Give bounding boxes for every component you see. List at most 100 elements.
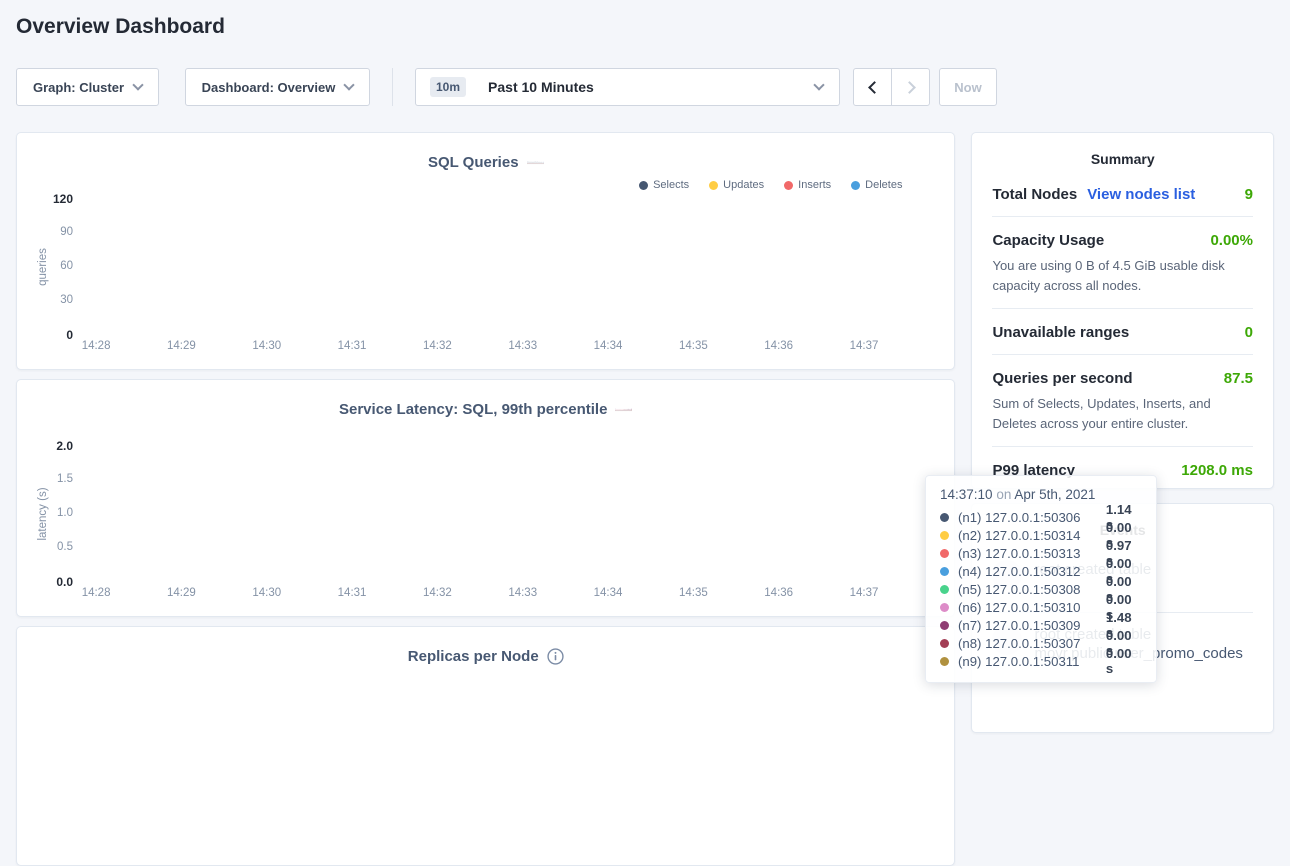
summary-row-value: 0 (1245, 324, 1253, 341)
time-next-button[interactable] (891, 68, 930, 106)
graph-scope-label: Graph: Cluster (33, 80, 124, 95)
y-tick-label: 0.5 (21, 541, 73, 553)
summary-row-label: Total Nodes (992, 186, 1077, 203)
charts-column: SQL Queries Selects Updates Inserts Deletes… (16, 132, 955, 866)
legend-label: Inserts (798, 179, 831, 191)
page-title: Overview Dashboard (0, 0, 1290, 46)
service-latency-panel: Service Latency: SQL, 99th percentile la… (16, 379, 955, 617)
replicas-per-node-panel: Replicas per Node (16, 626, 955, 866)
series-dot-icon (940, 531, 949, 540)
sql-queries-panel: SQL Queries Selects Updates Inserts Deletes… (16, 132, 955, 370)
legend-item-inserts[interactable]: Inserts (784, 179, 831, 191)
summary-row-value: 1208.0 ms (1181, 462, 1253, 479)
summary-title: Summary (972, 133, 1273, 171)
tooltip-series-value: 0.00 s (1106, 646, 1142, 676)
series-dot-icon (940, 621, 949, 630)
chart-legend: Selects Updates Inserts Deletes (639, 179, 902, 191)
series-dot-icon (940, 639, 949, 648)
y-tick-label: 1.5 (21, 473, 73, 485)
x-tick-label: 14:32 (423, 340, 452, 352)
tooltip-series-label: (n5) 127.0.0.1:50308 (958, 582, 1106, 597)
time-prev-button[interactable] (853, 68, 892, 106)
tooltip-series-label: (n4) 127.0.0.1:50312 (958, 564, 1106, 579)
y-tick-label: 30 (21, 294, 73, 306)
chevron-down-icon (813, 79, 824, 90)
time-nav-group (853, 68, 930, 106)
chart-title: Replicas per Node (408, 648, 539, 665)
chart-title: Service Latency: SQL, 99th percentile (339, 401, 607, 418)
chart-title: SQL Queries (428, 154, 519, 171)
legend-dot-icon (851, 181, 860, 190)
series-dot-icon (940, 603, 949, 612)
x-tick-label: 14:31 (338, 587, 367, 599)
y-tick-label: 1.0 (21, 507, 73, 519)
summary-row-value: 9 (1245, 186, 1253, 203)
dashboard-label: Dashboard: Overview (202, 80, 336, 95)
y-tick-label: 120 (21, 192, 73, 206)
series-dot-icon (940, 585, 949, 594)
summary-row-line: Total Nodes View nodes list 9 (992, 186, 1253, 203)
legend-dot-icon (709, 181, 718, 190)
dashboard-dropdown[interactable]: Dashboard: Overview (185, 68, 370, 106)
chevron-down-icon (132, 79, 143, 90)
service-latency-chart[interactable] (77, 446, 907, 582)
summary-panel: Summary Total Nodes View nodes list 9 Capac… (971, 132, 1274, 489)
x-tick-label: 14:32 (423, 587, 452, 599)
tooltip-series-label: (n8) 127.0.0.1:50307 (958, 636, 1106, 651)
time-range-dropdown[interactable]: 10m Past 10 Minutes (415, 68, 840, 106)
info-icon[interactable] (547, 648, 564, 665)
y-tick-label: 2.0 (21, 439, 73, 453)
sql-queries-chart[interactable] (77, 199, 907, 335)
x-tick-label: 14:28 (82, 340, 111, 352)
x-tick-label: 14:29 (167, 587, 196, 599)
now-button[interactable]: Now (939, 68, 997, 106)
x-tick-label: 14:35 (679, 587, 708, 599)
graph-scope-dropdown[interactable]: Graph: Cluster (16, 68, 159, 106)
info-icon[interactable] (527, 154, 544, 171)
summary-row-description: Sum of Selects, Updates, Inserts, and De… (992, 394, 1253, 433)
x-tick-label: 14:33 (508, 340, 537, 352)
legend-item-deletes[interactable]: Deletes (851, 179, 902, 191)
dashboard-controls: Graph: Cluster Dashboard: Overview 10m P… (16, 68, 1274, 106)
legend-dot-icon (639, 181, 648, 190)
time-range-label: Past 10 Minutes (488, 79, 594, 95)
legend-item-updates[interactable]: Updates (709, 179, 764, 191)
tooltip-series-label: (n7) 127.0.0.1:50309 (958, 618, 1106, 633)
x-tick-label: 14:37 (850, 587, 879, 599)
series-dot-icon (940, 567, 949, 576)
x-tick-label: 14:36 (764, 340, 793, 352)
legend-dot-icon (784, 181, 793, 190)
x-tick-label: 14:28 (82, 587, 111, 599)
series-dot-icon (940, 657, 949, 666)
info-icon[interactable] (615, 401, 632, 418)
x-tick-label: 14:30 (252, 587, 281, 599)
summary-rows: Total Nodes View nodes list 9 Capacity Usag… (972, 171, 1273, 489)
legend-label: Selects (653, 179, 689, 191)
tooltip-series-label: (n1) 127.0.0.1:50306 (958, 510, 1106, 525)
y-tick-label: 0.0 (21, 575, 73, 589)
summary-row-description: You are using 0 B of 4.5 GiB usable disk… (992, 256, 1253, 295)
tooltip-series-label: (n9) 127.0.0.1:50311 (958, 654, 1106, 669)
controls-divider (392, 68, 393, 106)
time-range-badge: 10m (430, 77, 466, 97)
tooltip-series-label: (n6) 127.0.0.1:50310 (958, 600, 1106, 615)
y-tick-label: 60 (21, 260, 73, 272)
view-nodes-list-link[interactable]: View nodes list (1087, 186, 1195, 203)
x-tick-label: 14:33 (508, 587, 537, 599)
legend-item-selects[interactable]: Selects (639, 179, 689, 191)
x-tick-label: 14:29 (167, 340, 196, 352)
chevron-down-icon (344, 79, 355, 90)
tooltip-on: on (996, 487, 1011, 502)
x-tick-label: 14:35 (679, 340, 708, 352)
legend-label: Deletes (865, 179, 902, 191)
chart-hover-tooltip: 14:37:10 on Apr 5th, 2021 (n1) 127.0.0.1… (925, 475, 1157, 683)
